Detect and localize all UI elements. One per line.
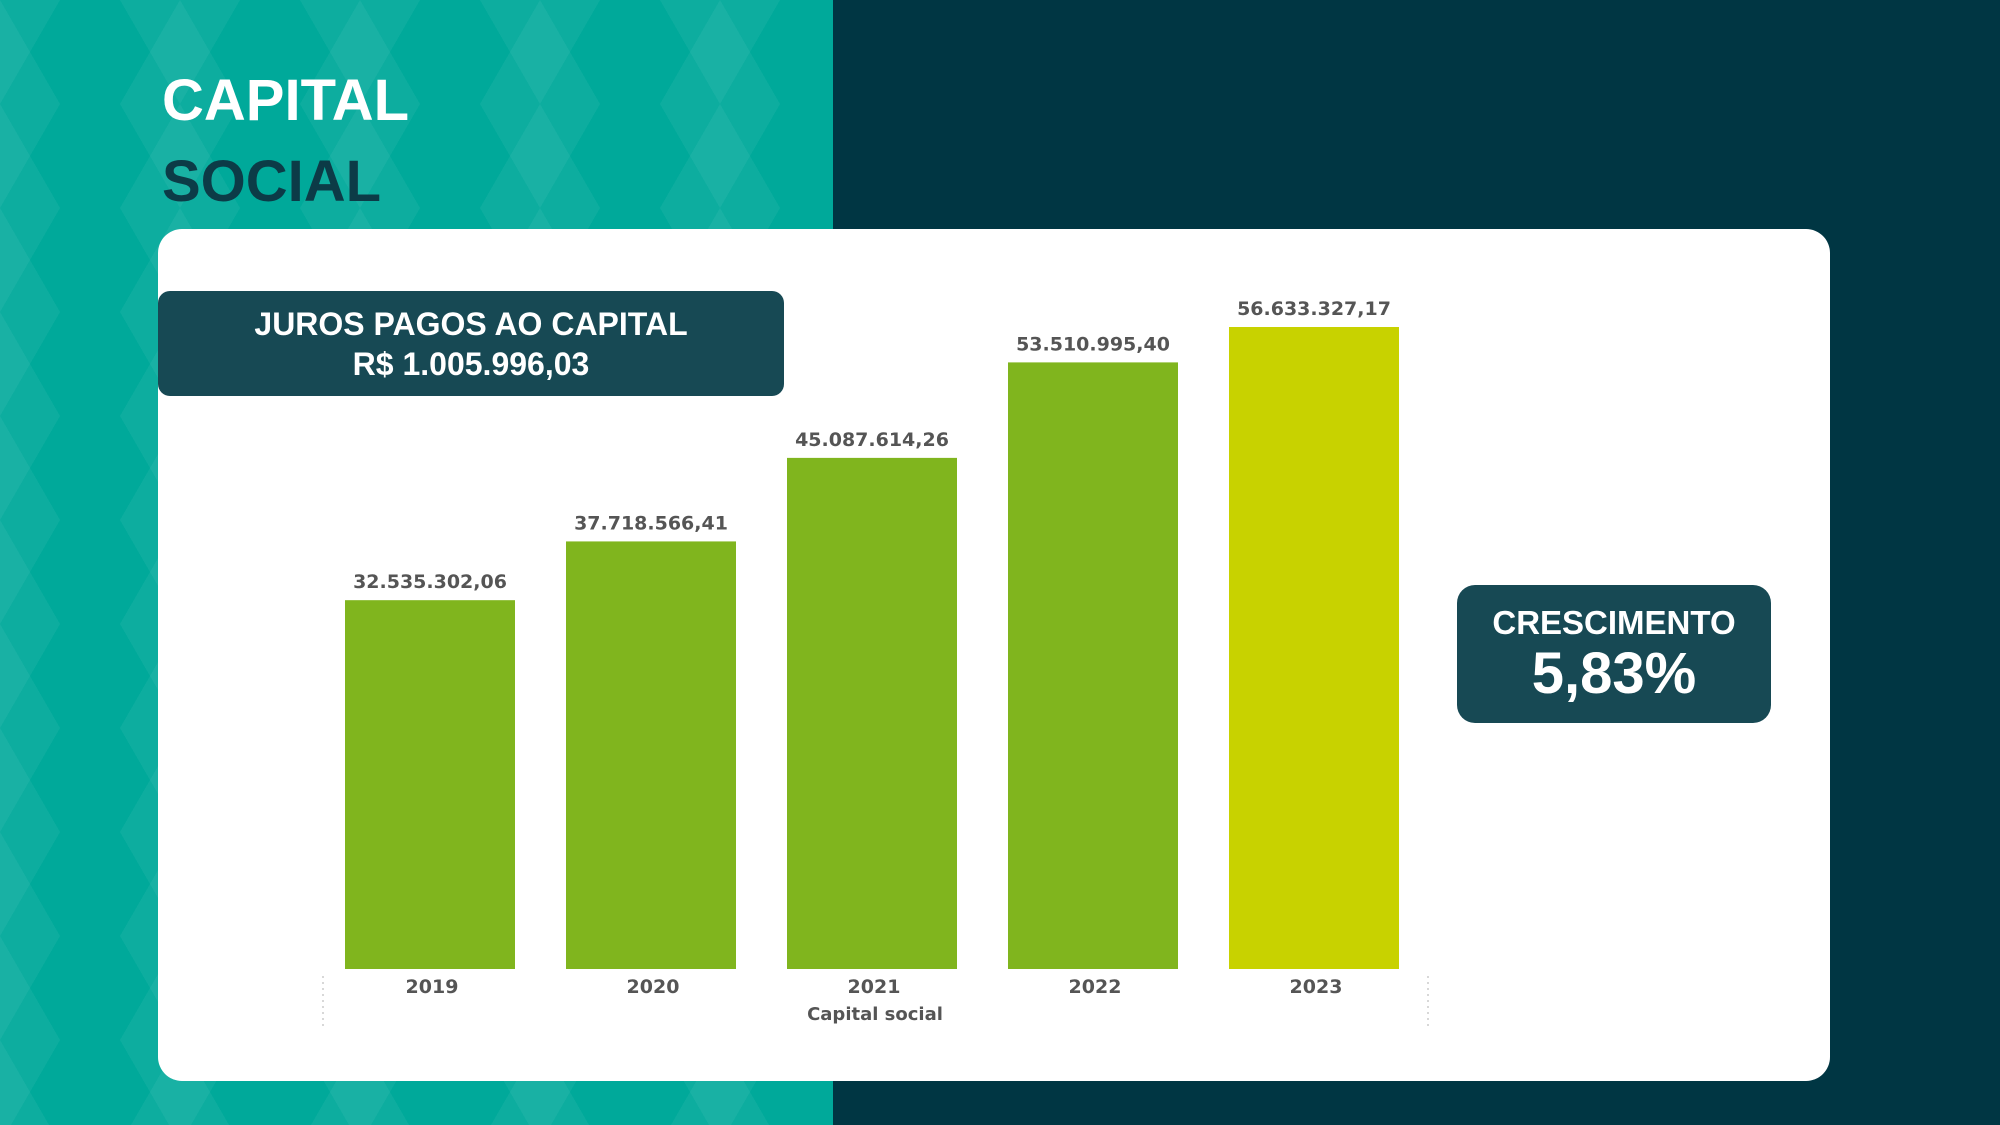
bar-2022 bbox=[1008, 362, 1178, 969]
bar-2020 bbox=[566, 541, 736, 969]
crescimento-box: CRESCIMENTO 5,83% bbox=[1457, 585, 1771, 723]
juros-pagos-box: JUROS PAGOS AO CAPITAL R$ 1.005.996,03 bbox=[158, 291, 784, 396]
bar-2023 bbox=[1229, 327, 1399, 969]
x-tick-2020: 2020 bbox=[627, 976, 680, 998]
x-tick-2022: 2022 bbox=[1069, 976, 1122, 998]
data-label-2020: 37.718.566,41 bbox=[574, 512, 728, 534]
x-tick-2019: 2019 bbox=[406, 976, 459, 998]
x-tick-2023: 2023 bbox=[1290, 976, 1343, 998]
crescimento-label: CRESCIMENTO bbox=[1492, 604, 1736, 641]
bar-2021 bbox=[787, 457, 957, 969]
juros-pagos-label: JUROS PAGOS AO CAPITAL bbox=[254, 305, 688, 342]
juros-pagos-value: R$ 1.005.996,03 bbox=[352, 345, 590, 382]
bars-group: 32.535.302,06 2019 37.718.566,41 2020 45.087… bbox=[345, 298, 1399, 998]
data-label-2021: 45.087.614,26 bbox=[795, 429, 949, 451]
x-tick-2021: 2021 bbox=[848, 976, 901, 998]
page-title-line1: CAPITAL bbox=[162, 68, 410, 133]
page-title-line2: SOCIAL bbox=[162, 149, 382, 214]
data-label-2023: 56.633.327,17 bbox=[1237, 298, 1391, 320]
bar-2019 bbox=[345, 600, 515, 969]
crescimento-value: 5,83% bbox=[1531, 641, 1697, 706]
x-axis-title: Capital social bbox=[807, 1004, 943, 1025]
data-label-2022: 53.510.995,40 bbox=[1016, 333, 1170, 355]
data-label-2019: 32.535.302,06 bbox=[353, 571, 507, 593]
